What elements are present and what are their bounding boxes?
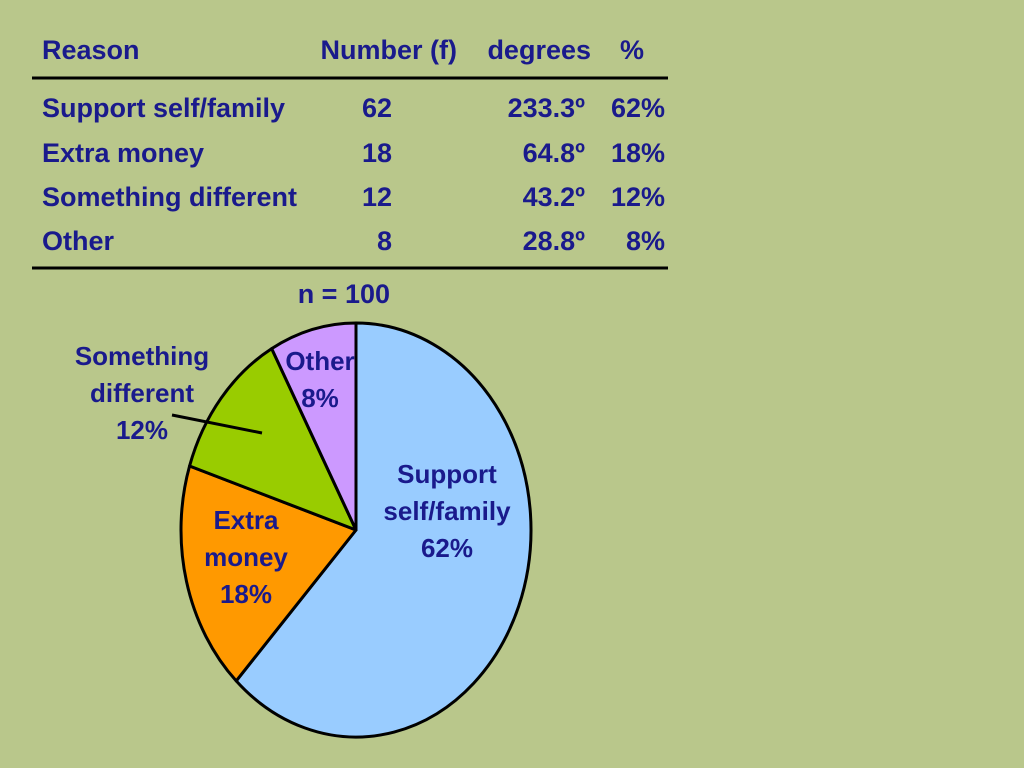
table-header: degrees xyxy=(487,35,591,65)
table-cell: 12% xyxy=(611,182,665,212)
slice-label: Support self/family 62% xyxy=(372,456,522,567)
table-cell: Support self/family xyxy=(42,93,285,123)
table-cell: 12 xyxy=(362,182,392,212)
table-cell: 8 xyxy=(377,226,392,256)
table-cell: 18% xyxy=(611,138,665,168)
table-cell: 8% xyxy=(626,226,665,256)
slice-name: Other xyxy=(285,346,355,376)
slice-value: 62% xyxy=(420,533,474,563)
table-cell: 62 xyxy=(362,93,392,123)
slice-label: Other 8% xyxy=(282,343,358,417)
table-header: Reason xyxy=(42,35,140,65)
table-header: Number (f) xyxy=(321,35,458,65)
pie-slice xyxy=(188,347,358,532)
slice-label: Extra money 18% xyxy=(196,502,296,613)
table-cell: 43.2º xyxy=(523,182,586,212)
table-header: % xyxy=(620,35,644,65)
pie xyxy=(179,321,533,739)
table-cell: 233.3º xyxy=(508,93,586,123)
pie-slice xyxy=(179,464,358,683)
slice-value: 18% xyxy=(219,579,273,609)
slice-name: Extra money xyxy=(204,505,288,572)
table-cell: Extra money xyxy=(42,138,204,168)
table-cell: 64.8º xyxy=(523,138,586,168)
sample-size: n = 100 xyxy=(298,279,390,309)
table-cell: 18 xyxy=(362,138,392,168)
slice-label: Something different 12% xyxy=(62,338,222,449)
leader-line xyxy=(171,413,263,435)
slice-name: Something different xyxy=(74,341,210,408)
table-cell: Other xyxy=(42,226,115,256)
slice-name: Support self/family xyxy=(383,459,511,526)
slice-value: 8% xyxy=(301,383,339,413)
table-cell: 28.8º xyxy=(523,226,586,256)
pie-slice xyxy=(234,321,533,739)
slice-value: 12% xyxy=(115,415,169,445)
table-cell: 62% xyxy=(611,93,665,123)
pie-slice xyxy=(270,321,358,532)
table-cell: Something different xyxy=(42,182,297,212)
